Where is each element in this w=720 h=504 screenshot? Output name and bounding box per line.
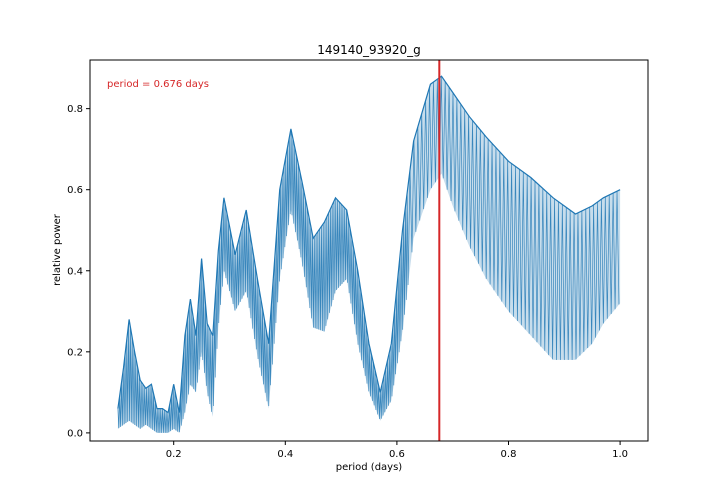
x-tick-label: 0.8 bbox=[501, 449, 517, 460]
x-tick-label: 0.6 bbox=[389, 449, 405, 460]
x-tick-label: 0.2 bbox=[166, 449, 182, 460]
period-annotation: period = 0.676 days bbox=[107, 79, 209, 90]
data-layer bbox=[117, 75, 621, 433]
power-upper-envelope bbox=[117, 75, 621, 414]
x-tick-label: 1.0 bbox=[612, 449, 628, 460]
y-tick-label: 0.4 bbox=[67, 266, 83, 277]
x-axis-ticks: 0.2 0.4 0.6 0.8 1.0 bbox=[166, 441, 628, 460]
y-axis-label: relative power bbox=[52, 213, 63, 286]
plot-frame bbox=[89, 59, 649, 442]
y-tick-label: 0.0 bbox=[67, 428, 83, 439]
power-band bbox=[117, 76, 621, 433]
chart-title: 149140_93920_g bbox=[317, 43, 421, 57]
y-tick-label: 0.8 bbox=[67, 104, 83, 115]
y-tick-label: 0.6 bbox=[67, 185, 83, 196]
power-series bbox=[117, 76, 620, 433]
x-axis-label: period (days) bbox=[336, 462, 403, 473]
x-tick-label: 0.4 bbox=[277, 449, 293, 460]
y-tick-label: 0.2 bbox=[67, 347, 83, 358]
y-axis-ticks: 0.0 0.2 0.4 0.6 0.8 bbox=[67, 104, 90, 439]
